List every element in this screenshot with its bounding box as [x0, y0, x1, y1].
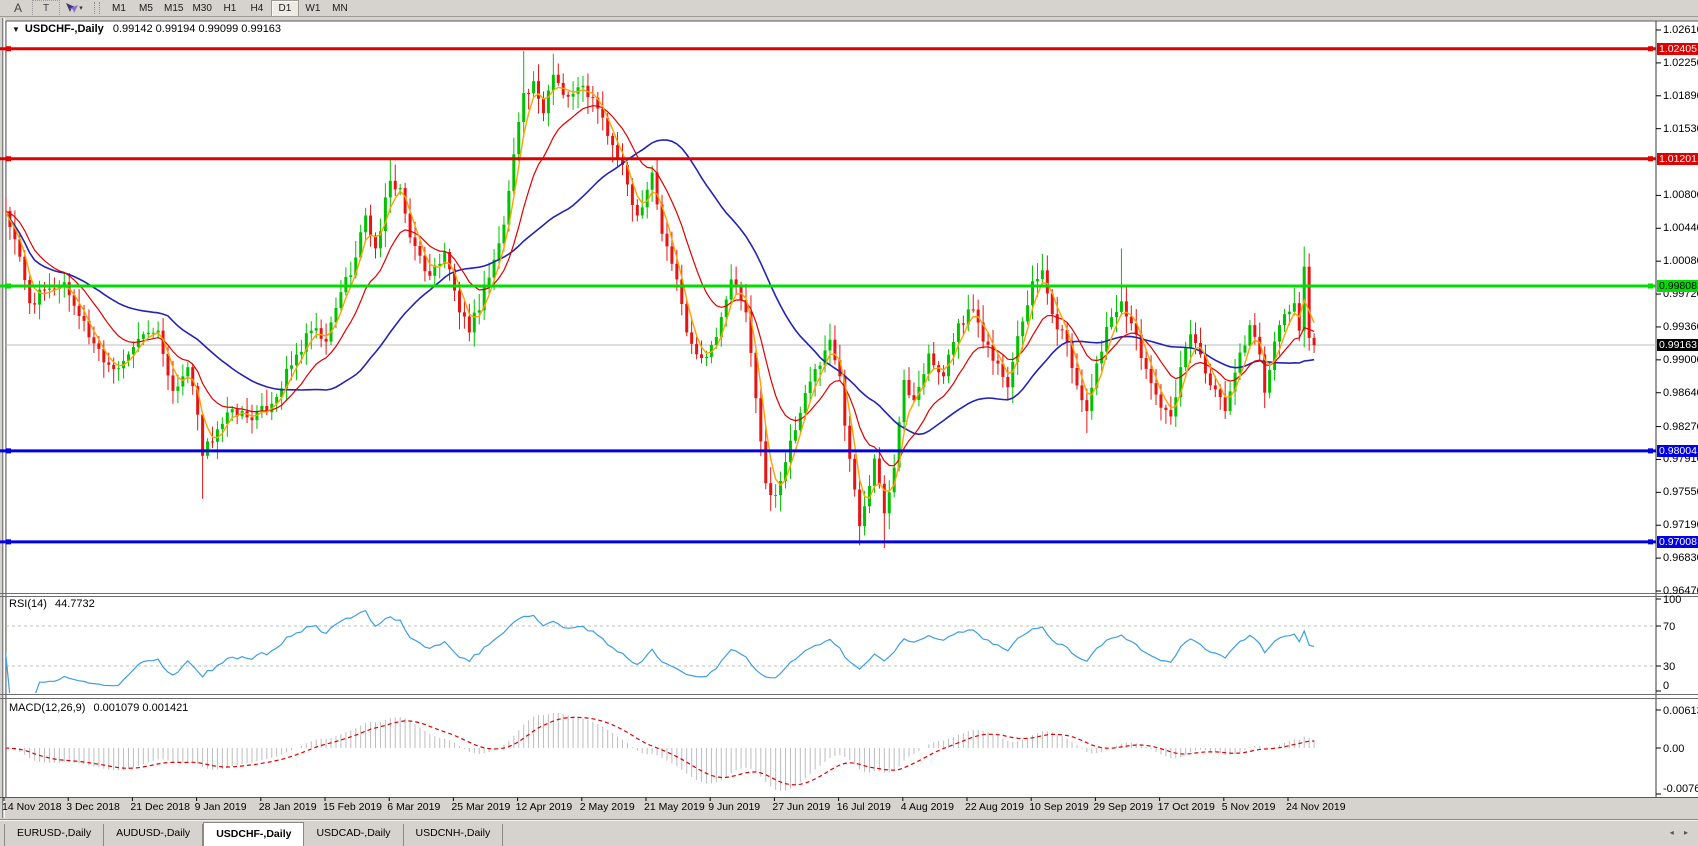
tab-audusd[interactable]: AUDUSD-,Daily — [104, 824, 204, 846]
macd-axis-tick: 0.00613 — [1663, 705, 1698, 717]
price-axis-tick: 0.96470 — [1663, 585, 1698, 597]
window-edge-highlight — [4, 18, 5, 818]
tab-usdcad[interactable]: USDCAD-,Daily — [304, 824, 404, 846]
macd-histogram-series[interactable] — [5, 712, 1315, 792]
date-axis-label: 15 Feb 2019 — [323, 801, 382, 813]
chart-tabs: EURUSD-,Daily AUDUSD-,Daily USDCHF-,Daily U… — [4, 822, 504, 846]
date-axis-label: 24 Nov 2019 — [1286, 801, 1346, 813]
timeframe-button-h1[interactable]: H1 — [223, 2, 237, 14]
price-line-badge: 0.98004 — [1657, 444, 1698, 457]
date-axis-label: 22 Aug 2019 — [965, 801, 1024, 813]
timeframe-button-m30[interactable]: M30 — [192, 2, 212, 14]
date-axis-label: 10 Sep 2019 — [1029, 801, 1089, 813]
date-axis-label: 29 Sep 2019 — [1093, 801, 1153, 813]
text-label-tool-button[interactable]: A — [13, 1, 22, 15]
dropdown-caret-icon: ▾ — [79, 5, 83, 12]
date-axis-label: 3 Dec 2018 — [66, 801, 120, 813]
date-axis-label: 12 Apr 2019 — [515, 801, 573, 813]
date-axis-label: 21 Dec 2018 — [130, 801, 190, 813]
tab-usdcnh[interactable]: USDCNH-,Daily — [404, 824, 504, 846]
chart-dropdown-icon[interactable]: ▼ — [12, 25, 20, 34]
price-axis-tick: 1.00440 — [1663, 222, 1698, 235]
candlestick-series[interactable] — [4, 51, 1316, 549]
date-axis-label: 4 Aug 2019 — [900, 801, 954, 813]
horizontal-line-object[interactable] — [0, 46, 1656, 52]
horizontal-line-object[interactable] — [0, 156, 1656, 162]
price-axis-tick: 1.00800 — [1663, 189, 1698, 202]
horizontal-line-object[interactable] — [0, 448, 1656, 454]
timeframe-button-group: M1 M5 M15 M30 H1 H4 D1 W1 MN — [106, 0, 354, 17]
timeframe-button-h4[interactable]: H4 — [250, 2, 264, 14]
rsi-line-series[interactable] — [5, 609, 1315, 696]
price-line-badge: 0.99163 — [1657, 338, 1698, 351]
chart-symbol-period: USDCHF-,Daily — [24, 23, 104, 35]
price-line-badge: 0.99808 — [1657, 280, 1698, 293]
horizontal-line-object[interactable] — [0, 283, 1656, 289]
date-axis-label: 14 Nov 2018 — [2, 801, 62, 813]
rsi-axis-tick: 30 — [1663, 661, 1676, 673]
macd-values: 0.001079 0.001421 — [93, 702, 189, 714]
tab-eurusd[interactable]: EURUSD-,Daily — [4, 824, 105, 846]
macd-axis-tick: 0.00 — [1663, 743, 1685, 755]
window-edge — [2, 18, 3, 818]
date-axis-label: 27 Jun 2019 — [772, 801, 831, 813]
timeframe-button-w1[interactable]: W1 — [305, 2, 321, 14]
rsi-axis-tick: 70 — [1663, 621, 1676, 633]
arrow-objects-button[interactable]: ▾ — [61, 1, 87, 16]
toolbar-grip — [94, 2, 100, 14]
moving-averages — [6, 86, 1315, 499]
cursor-arrows-icon — [66, 3, 79, 13]
timeframe-button-mn[interactable]: MN — [332, 2, 348, 14]
price-axis-tick: 1.02610 — [1663, 24, 1698, 36]
chart-ohlc-values: 0.99142 0.99194 0.99099 0.99163 — [112, 23, 282, 35]
rsi-axis-tick: 0 — [1663, 680, 1670, 692]
chart-tabbar: EURUSD-,Daily AUDUSD-,Daily USDCHF-,Daily U… — [0, 819, 1698, 846]
price-line-badge: 1.02405 — [1657, 42, 1698, 55]
tab-scroll-arrows[interactable]: ◂ ▸ — [1669, 828, 1692, 837]
toolbar: A T ▾ M1 M5 M15 M30 H1 H4 D1 W1 MN — [0, 0, 1698, 17]
tab-usdchf[interactable]: USDCHF-,Daily — [203, 822, 305, 846]
text-tool-icon: T — [42, 2, 50, 14]
rsi-name: RSI(14) — [9, 598, 47, 610]
date-axis-label: 9 Jan 2019 — [194, 801, 247, 813]
macd-name: MACD(12,26,9) — [9, 702, 86, 714]
chart-title: ▼ USDCHF-,Daily 0.99142 0.99194 0.99099 0… — [12, 23, 281, 35]
price-axis-tick: 1.01530 — [1663, 122, 1698, 135]
price-line-badge: 0.97008 — [1657, 535, 1698, 548]
price-axis-tick: 1.01890 — [1663, 89, 1698, 102]
date-axis-label: 6 Mar 2019 — [387, 801, 441, 813]
date-axis-label: 2 May 2019 — [579, 801, 635, 813]
date-axis-label: 28 Jan 2019 — [258, 801, 317, 813]
rsi-axis-tick: 100 — [1663, 594, 1682, 606]
date-axis-label: 25 Mar 2019 — [451, 801, 511, 813]
date-axis-label: 9 Jun 2019 — [708, 801, 761, 813]
timeframe-button-d1[interactable]: D1 — [270, 0, 299, 17]
horizontal-line-object[interactable] — [0, 539, 1656, 545]
timeframe-button-m1[interactable]: M1 — [112, 2, 126, 14]
price-axis-tick: 1.02250 — [1663, 56, 1698, 69]
date-axis-label: 5 Nov 2019 — [1221, 801, 1276, 813]
price-line-badge: 1.01201 — [1657, 152, 1698, 165]
macd-label: MACD(12,26,9) 0.001079 0.001421 — [9, 702, 188, 714]
chart-background — [6, 21, 1698, 797]
timeframe-button-m5[interactable]: M5 — [139, 2, 153, 14]
rsi-value: 44.7732 — [54, 598, 95, 610]
rsi-label: RSI(14) 44.7732 — [9, 598, 95, 610]
timeframe-button-m15[interactable]: M15 — [164, 2, 184, 14]
text-tool-button[interactable]: T — [32, 0, 60, 17]
date-axis-label: 16 Jul 2019 — [836, 801, 891, 813]
date-axis-label: 21 May 2019 — [644, 801, 705, 813]
date-axis-label: 17 Oct 2019 — [1157, 801, 1215, 813]
